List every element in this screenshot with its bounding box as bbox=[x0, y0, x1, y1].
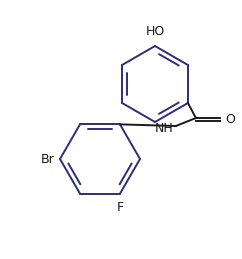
Text: F: F bbox=[116, 201, 124, 214]
Text: HO: HO bbox=[145, 25, 165, 38]
Text: O: O bbox=[225, 113, 235, 126]
Text: Br: Br bbox=[40, 153, 54, 166]
Text: NH: NH bbox=[155, 121, 174, 134]
